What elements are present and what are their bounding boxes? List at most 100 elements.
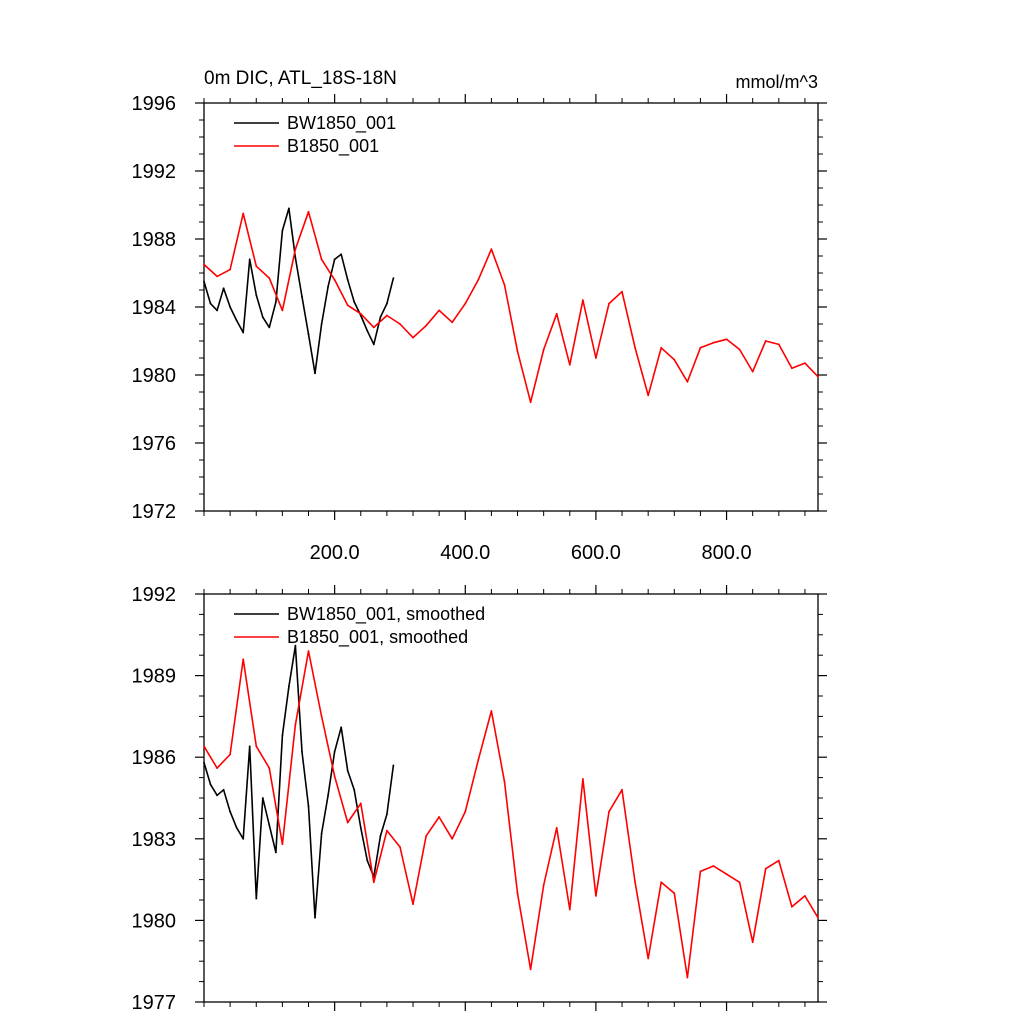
top-series-1-point [686, 380, 689, 383]
top-series-0-point [320, 323, 323, 325]
bottom-series-0-point [281, 734, 284, 737]
y-tick-label: 1988 [132, 229, 177, 251]
bottom-series-1-point [686, 976, 689, 979]
legend-label: BW1850_001 [287, 113, 396, 134]
bottom-series-1-point [634, 881, 636, 884]
bottom-series-1-point [412, 903, 414, 905]
top-series-1-point [425, 324, 427, 327]
top-series-1-point [764, 340, 767, 342]
bottom-series-1-point [751, 941, 754, 944]
bottom-series-1-point [699, 870, 702, 873]
bottom-series-1-point [255, 745, 258, 748]
top-series-1-point [438, 309, 440, 312]
top-series-1-point [268, 277, 271, 279]
top-series-0-point [372, 343, 375, 346]
bottom-series-0-point [314, 916, 316, 919]
bottom-panel: 1977 1980 1983 1986 1989 1992 BW1850_001, smoo… [132, 584, 827, 1014]
y-tick-label: 1986 [132, 747, 177, 769]
top-series-line-0 [203, 207, 395, 375]
top-series-1-point [412, 336, 414, 339]
bottom-series-line-0 [203, 644, 395, 919]
bottom-series-0-point [235, 827, 238, 829]
top-series-0-point [229, 306, 232, 308]
bottom-series-0-point [216, 794, 219, 797]
y-tick-label: 1977 [132, 992, 177, 1014]
top-series-0-point [333, 258, 336, 261]
legend-label: B1850_001, smoothed [287, 627, 468, 648]
top-series-0-point [235, 319, 238, 322]
bottom-series-1-point [320, 715, 323, 718]
bottom-series-1-point [359, 802, 362, 805]
bottom-series-1-point [399, 846, 401, 848]
top-series-1-point [555, 312, 558, 315]
top-series-line-1 [203, 211, 819, 404]
top-series-0-point [340, 253, 343, 256]
y-tick-label: 1992 [132, 584, 177, 606]
top-panel: 0m DIC, ATL_18S-18N mmol/m^3 1972 1976 198… [132, 68, 827, 564]
top-series-0-point [353, 301, 356, 303]
x-tick-label: 800.0 [702, 542, 752, 564]
bottom-series-1-point [595, 895, 597, 897]
top-series-1-point [516, 350, 519, 353]
bottom-series-1-point [268, 767, 271, 769]
bottom-series-1-point [477, 759, 480, 761]
top-series-1-point [725, 338, 728, 341]
top-series-0-point [366, 329, 369, 332]
bottom-series-1-point [804, 895, 806, 897]
top-series-1-point [451, 321, 454, 324]
bottom-series-1-point [333, 775, 336, 778]
y-tick-label: 1996 [132, 93, 177, 115]
bottom-series-0-point [366, 859, 369, 862]
bottom-series-1-point [764, 867, 767, 870]
bottom-series-0-point [248, 745, 251, 748]
bottom-series-1-point [490, 710, 493, 712]
x-tick-label: 600.0 [571, 542, 621, 564]
bottom-series-1-point [777, 859, 780, 862]
bottom-series-1-point [203, 745, 205, 748]
bottom-series-1-point [281, 843, 284, 846]
top-series-0-point [261, 316, 264, 319]
bottom-series-0-point [209, 783, 212, 786]
bottom-series-1-point [673, 892, 676, 895]
bottom-series-0-point [359, 827, 362, 829]
bottom-series-0-point [222, 788, 225, 791]
bottom-series-line-1 [203, 650, 819, 979]
top-series-0-point [222, 287, 225, 290]
bottom-series-0-point [301, 750, 303, 753]
top-series-1-point [372, 326, 375, 329]
top-series-1-point [804, 362, 806, 364]
top-series-0-point [386, 302, 388, 305]
bottom-series-1-point [738, 881, 741, 884]
top-series-1-point [568, 363, 571, 366]
top-series-0-point [307, 333, 310, 336]
legend-label: B1850_001 [287, 136, 379, 157]
top-series-1-point [359, 312, 362, 315]
bottom-series-1-point [229, 753, 232, 756]
bottom-series-1-point [464, 810, 467, 813]
bottom-series-0-point [229, 810, 232, 813]
bottom-series-0-point [392, 764, 395, 767]
bottom-series-0-point [255, 897, 258, 900]
bottom-series-1-point [542, 884, 545, 886]
top-series-0-point [346, 278, 349, 281]
bottom-series-1-point [555, 827, 558, 829]
top-series-1-point [229, 268, 232, 271]
top-series-1-point [791, 367, 793, 370]
top-series-1-point [621, 290, 623, 293]
bottom-series-0-point [327, 794, 329, 797]
top-series-1-point [346, 304, 349, 307]
top-series-0-point [281, 229, 284, 232]
bottom-series-0-point [386, 813, 388, 816]
bottom-series-1-point [372, 881, 375, 884]
top-series-1-point [738, 348, 741, 351]
y-tick-label: 1980 [132, 910, 177, 932]
top-series-1-point [647, 394, 650, 397]
bottom-series-1-point [712, 865, 715, 867]
top-series-0-point [209, 302, 212, 305]
bottom-series-1-point [307, 650, 310, 652]
top-series-0-point [203, 280, 205, 283]
top-series-1-point [660, 346, 663, 349]
top-series-1-point [673, 358, 676, 361]
y-tick-label: 1980 [132, 365, 177, 387]
top-chart-title: 0m DIC, ATL_18S-18N [204, 68, 397, 89]
